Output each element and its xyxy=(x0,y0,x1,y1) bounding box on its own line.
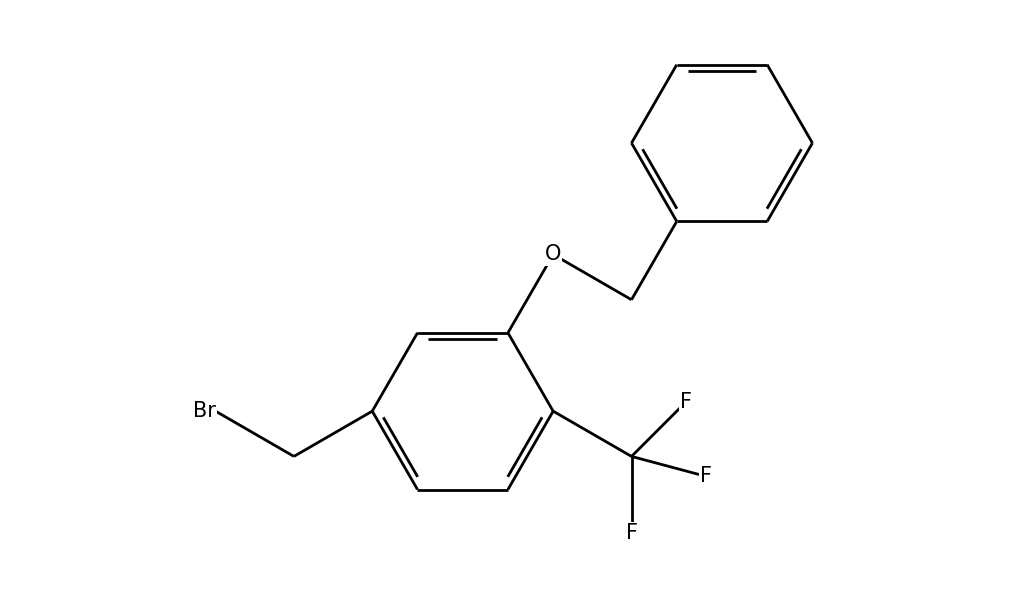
Text: F: F xyxy=(625,523,637,544)
Text: F: F xyxy=(680,392,692,412)
Text: Br: Br xyxy=(192,401,216,421)
Text: F: F xyxy=(700,466,711,486)
Text: O: O xyxy=(545,245,561,264)
